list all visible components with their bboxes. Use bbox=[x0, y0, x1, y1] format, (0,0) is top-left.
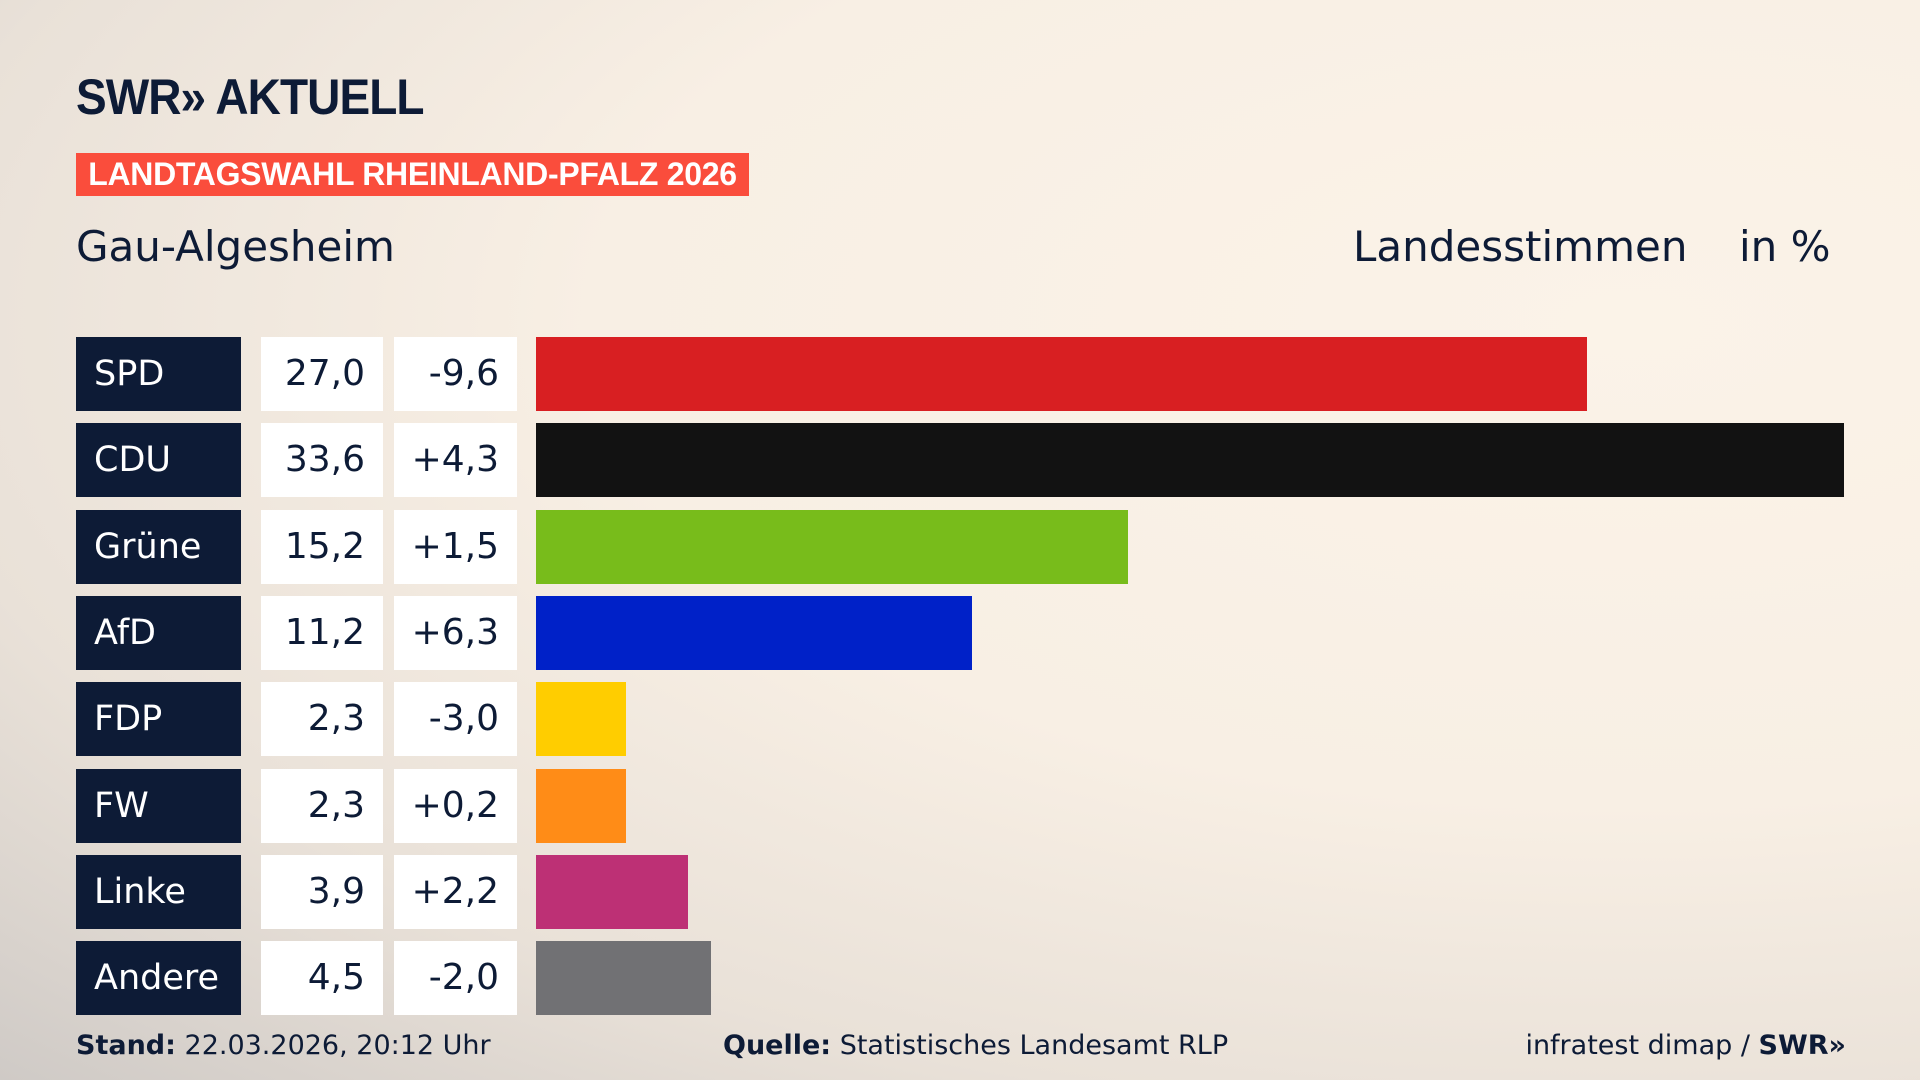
diff-label: +1,5 bbox=[394, 509, 517, 584]
party-label: AfD bbox=[76, 595, 241, 670]
value-label: 33,6 bbox=[261, 423, 383, 498]
bar bbox=[536, 337, 1588, 411]
value-label: 3,9 bbox=[261, 854, 383, 929]
value-label: 2,3 bbox=[261, 682, 383, 757]
credit-text: infratest dimap / bbox=[1525, 1030, 1759, 1061]
source-value: Statistisches Landesamt RLP bbox=[839, 1030, 1229, 1061]
bar-row: Andere 4,5 -2,0 bbox=[76, 941, 1876, 1016]
bar-row: Grüne 15,2 +1,5 bbox=[76, 509, 1876, 584]
party-label: FW bbox=[76, 768, 241, 843]
unit-label: in % bbox=[1739, 222, 1831, 271]
value-label: 2,3 bbox=[261, 768, 383, 843]
source-label: Quelle: bbox=[723, 1030, 832, 1061]
bar-row: Linke 3,9 +2,2 bbox=[76, 854, 1876, 929]
diff-label: -2,0 bbox=[394, 941, 517, 1016]
stand-value: 22.03.2026, 20:12 Uhr bbox=[184, 1030, 491, 1061]
diff-label: +0,2 bbox=[394, 768, 517, 843]
bar bbox=[536, 768, 626, 843]
diff-label: -9,6 bbox=[394, 337, 517, 411]
stand-label: Stand: bbox=[76, 1030, 176, 1061]
bar bbox=[536, 423, 1844, 498]
value-label: 27,0 bbox=[261, 337, 383, 411]
bar bbox=[536, 595, 972, 670]
bar-row: FDP 2,3 -3,0 bbox=[76, 682, 1876, 757]
party-label: FDP bbox=[76, 682, 241, 757]
bar bbox=[536, 509, 1128, 584]
bar-row: SPD 27,0 -9,6 bbox=[76, 337, 1876, 411]
swr-logo: SWR» bbox=[1758, 1030, 1846, 1061]
bar-row: AfD 11,2 +6,3 bbox=[76, 595, 1876, 670]
measure-label: Landesstimmen bbox=[1353, 222, 1688, 271]
bar-row: FW 2,3 +0,2 bbox=[76, 768, 1876, 843]
value-label: 11,2 bbox=[261, 595, 383, 670]
source: Quelle: Statistisches Landesamt RLP bbox=[723, 1030, 1228, 1061]
election-banner: LANDTAGSWAHL RHEINLAND-PFALZ 2026 bbox=[76, 153, 749, 196]
value-label: 15,2 bbox=[261, 509, 383, 584]
party-label: SPD bbox=[76, 337, 241, 411]
bar bbox=[536, 854, 688, 929]
region-title: Gau-Algesheim bbox=[76, 222, 395, 271]
party-label: Andere bbox=[76, 941, 241, 1016]
bar-row: CDU 33,6 +4,3 bbox=[76, 423, 1876, 498]
value-label: 4,5 bbox=[261, 941, 383, 1016]
diff-label: +2,2 bbox=[394, 854, 517, 929]
stand: Stand: 22.03.2026, 20:12 Uhr bbox=[76, 1030, 491, 1061]
diff-label: +4,3 bbox=[394, 423, 517, 498]
party-label: Grüne bbox=[76, 509, 241, 584]
swr-aktuell-logo: SWR» AKTUELL bbox=[76, 69, 424, 125]
diff-label: +6,3 bbox=[394, 595, 517, 670]
party-label: CDU bbox=[76, 423, 241, 498]
credit: infratest dimap / SWR» bbox=[1525, 1030, 1846, 1061]
party-label: Linke bbox=[76, 854, 241, 929]
bar bbox=[536, 941, 712, 1016]
bar bbox=[536, 682, 626, 757]
diff-label: -3,0 bbox=[394, 682, 517, 757]
